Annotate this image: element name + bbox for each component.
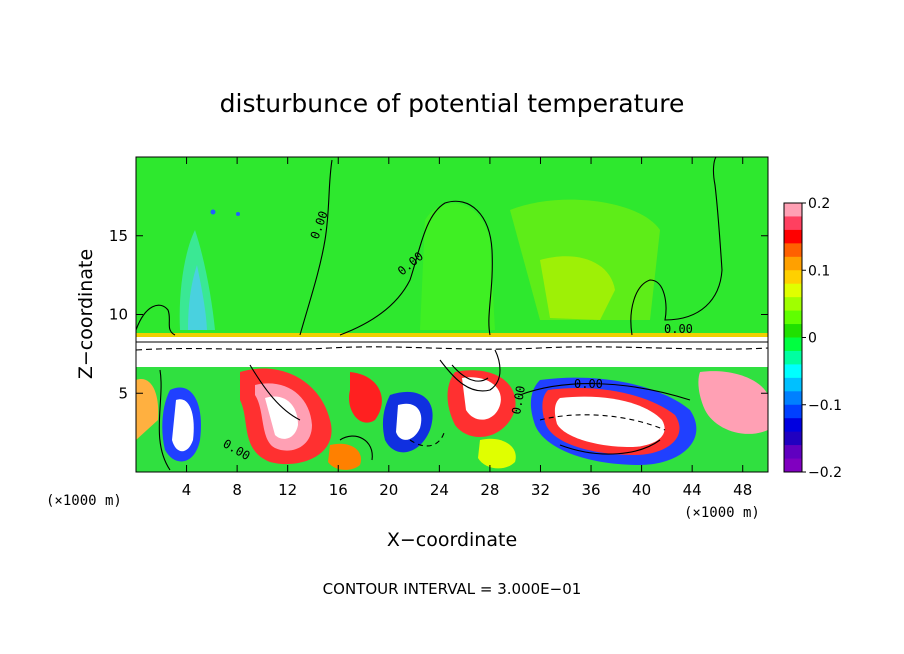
contour-line (409, 429, 446, 447)
contour-line (299, 159, 333, 336)
contour-line (339, 200, 493, 336)
colorbar-tick-label: 0 (808, 331, 817, 347)
contour-line (439, 349, 501, 392)
colorbar-swatch (784, 324, 802, 338)
colorbar-swatch (784, 310, 802, 325)
contour-line (136, 304, 176, 336)
x-tick-label: 44 (683, 481, 702, 499)
colorbar-swatch (784, 404, 802, 419)
colorbar-swatch (784, 458, 802, 473)
eddy-red (349, 372, 382, 423)
y-axis: 5 10 15 (109, 227, 768, 402)
blue-speck (210, 209, 216, 215)
x-tick-label: 16 (329, 481, 348, 499)
colorbar-tick-label: 0.2 (808, 196, 830, 212)
colorbar-swatch (784, 445, 802, 460)
x-tick-label: 12 (278, 481, 297, 499)
colorbar-swatch (784, 431, 802, 446)
x-tick-label: 4 (182, 481, 192, 499)
colorbar-swatch (784, 391, 802, 406)
x-axis: 4 8 12 16 20 24 28 32 36 40 44 48 (182, 157, 752, 499)
contour-label: 0.00 (509, 385, 528, 416)
colorbar-tick-label: 0.1 (808, 263, 830, 279)
contour-label: 0.00 (574, 377, 603, 391)
y-tick-label: 15 (109, 227, 128, 245)
x-tick-label: 28 (480, 481, 499, 499)
eddy-white-left (172, 399, 194, 452)
x-axis-label: X−coordinate (387, 529, 517, 551)
colorbar-swatch (784, 364, 802, 379)
x-tick-label: 8 (232, 481, 242, 499)
plot-area (136, 157, 768, 472)
contour-line (630, 157, 723, 336)
colorbar-swatch (784, 350, 802, 365)
colorbar-swatch (784, 229, 802, 244)
colorbar-swatch (784, 337, 802, 352)
x-unit-left: (×1000 m) (46, 493, 122, 509)
contour-label: 0.00 (664, 322, 693, 336)
colorbar: 0.2 0.1 0 −0.1 −0.2 (783, 196, 842, 481)
eddy-pink (698, 371, 768, 434)
colorbar-swatch (784, 203, 802, 217)
contour-line (158, 369, 171, 471)
chart-title: disturbunce of potential temperature (220, 89, 685, 118)
x-tick-label: 36 (581, 481, 600, 499)
x-tick-label: 40 (632, 481, 651, 499)
colorbar-swatch (784, 216, 802, 231)
contour-line (559, 439, 661, 455)
warm-plume-region (420, 203, 495, 330)
x-tick-label: 24 (430, 481, 449, 499)
inversion-band (136, 333, 768, 337)
eddy-orange (328, 443, 361, 470)
eddy-orange (136, 379, 159, 440)
x-tick-label: 48 (733, 481, 752, 499)
colorbar-swatch (784, 418, 802, 433)
contour-line (519, 383, 691, 401)
blue-speck (236, 212, 240, 216)
colorbar-swatch (784, 243, 802, 258)
colorbar-swatch (784, 297, 802, 312)
contour-line (539, 414, 666, 431)
eddy-white (265, 396, 298, 439)
colorbar-swatch (784, 377, 802, 392)
y-tick-label: 5 (118, 384, 128, 402)
y-tick-label: 10 (109, 306, 128, 324)
colorbar-tick-label: −0.2 (808, 465, 842, 481)
yellow-region-core (540, 256, 615, 320)
eddy-white (554, 396, 665, 447)
colorbar-swatch (784, 283, 802, 298)
x-unit-right: (×1000 m) (684, 505, 760, 521)
contour-line (136, 346, 768, 351)
cyan-plume-core (188, 265, 207, 330)
colorbar-tick-label: −0.1 (808, 398, 842, 414)
colorbar-swatch (784, 256, 802, 271)
contour-line (451, 364, 489, 382)
x-tick-label: 32 (531, 481, 550, 499)
contour-lines (136, 157, 768, 471)
y-axis-label: Z−coordinate (75, 249, 97, 379)
eddy-white (462, 377, 501, 420)
contour-line (249, 364, 301, 421)
x-tick-label: 20 (379, 481, 398, 499)
colorbar-swatch (784, 270, 802, 285)
contour-line (339, 435, 373, 461)
contour-interval-note: CONTOUR INTERVAL = 3.000E−01 (323, 580, 582, 598)
eddy-white (396, 403, 422, 440)
eddy-yellow (478, 438, 516, 469)
